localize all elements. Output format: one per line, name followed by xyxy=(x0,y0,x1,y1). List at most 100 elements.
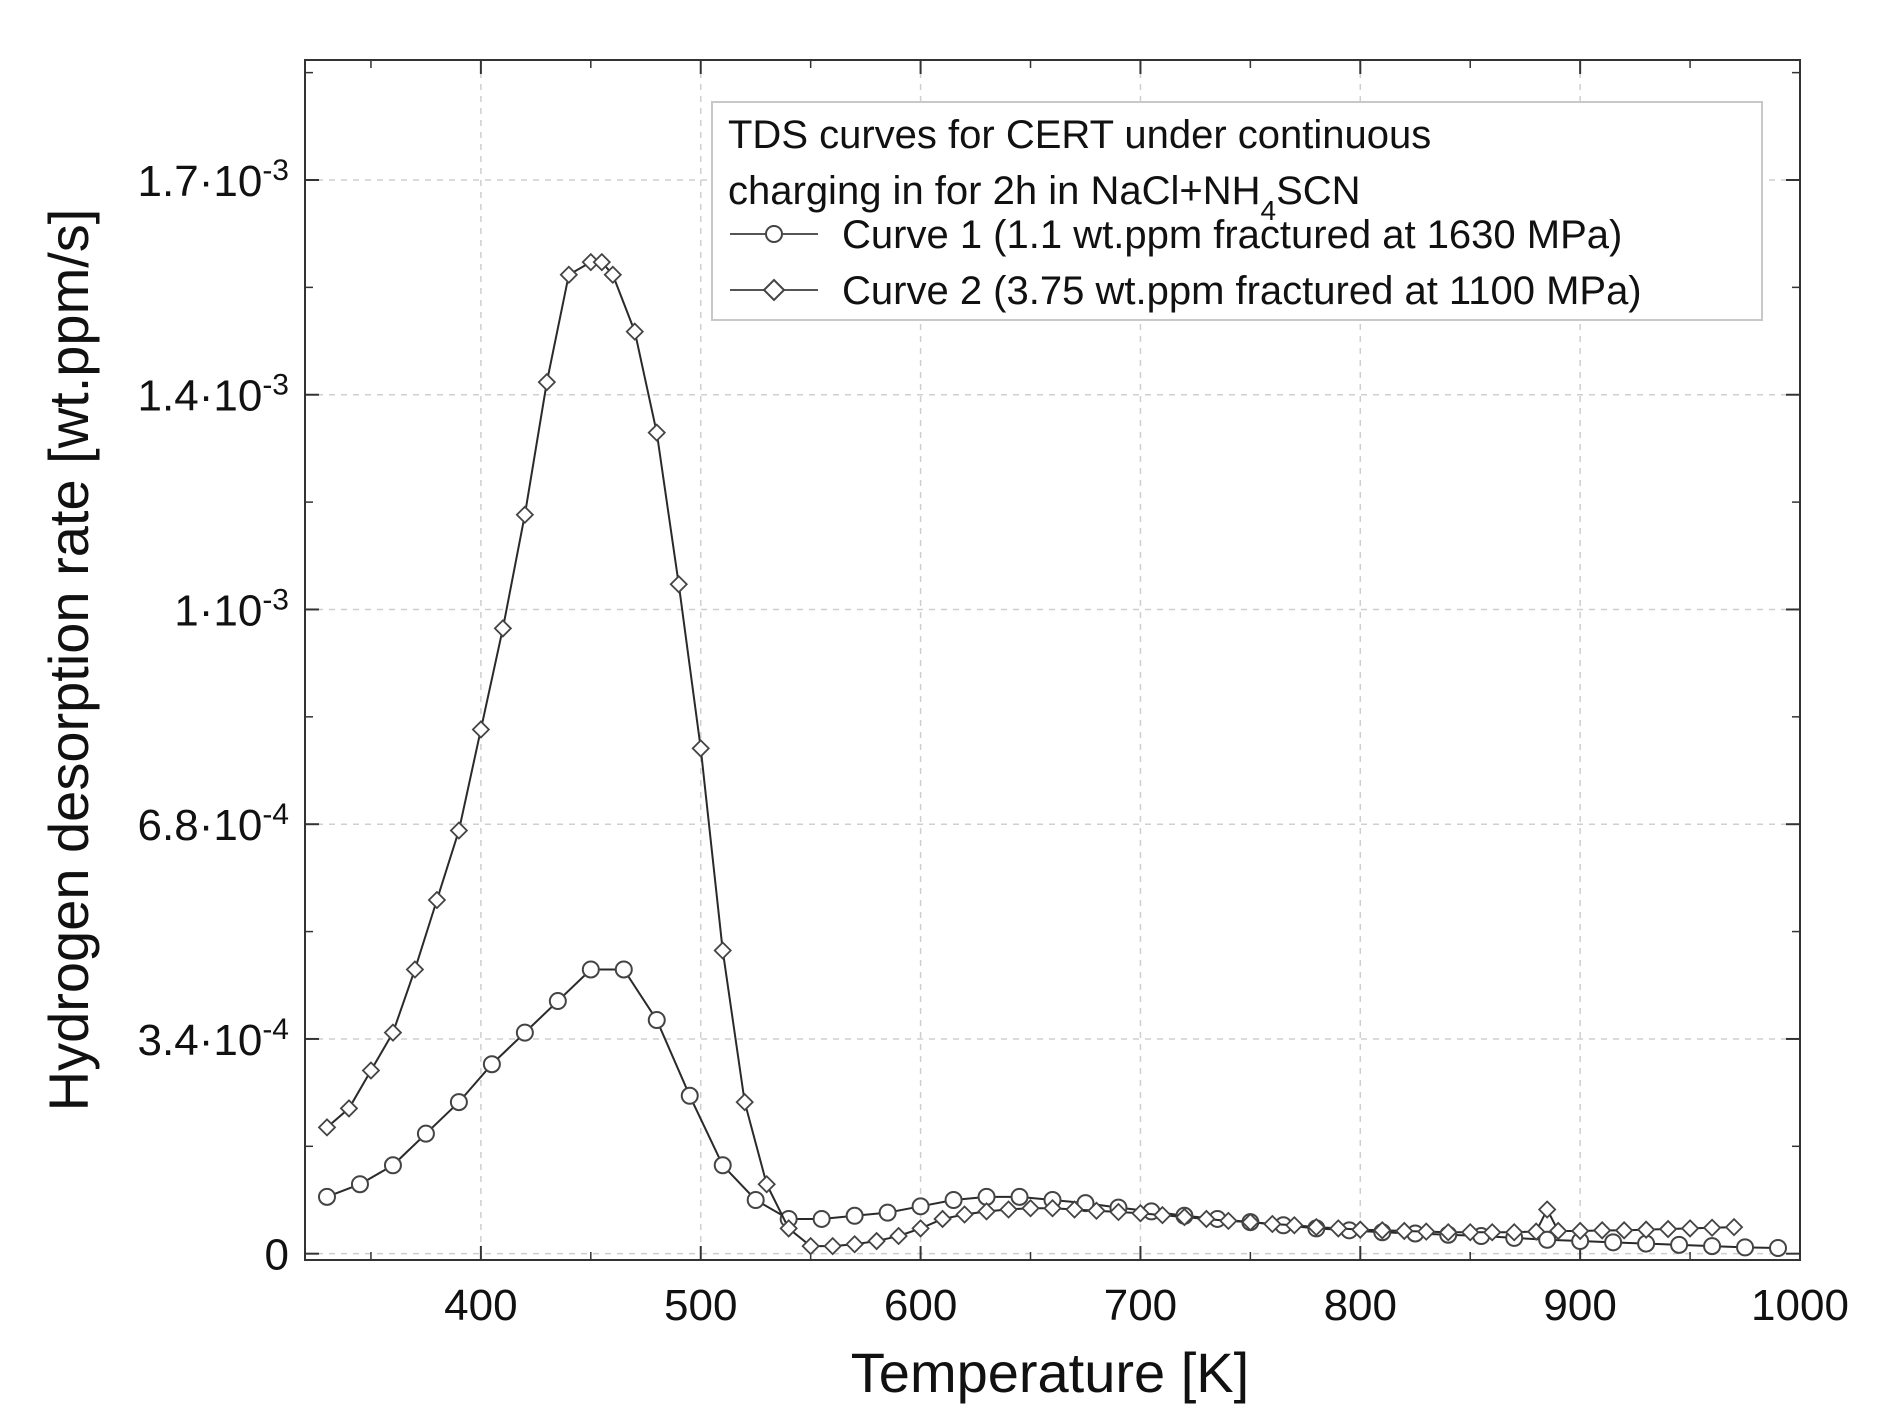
y-tick-exponent: -3 xyxy=(262,154,289,187)
y-tick-label: 1·10-3 xyxy=(174,583,289,636)
y-tick-mantissa: 1.7·10 xyxy=(138,157,263,206)
curve1-point xyxy=(548,992,567,1011)
curve2-point xyxy=(1219,1211,1238,1231)
curve2-point xyxy=(1680,1219,1700,1238)
curve2-point xyxy=(1438,1222,1458,1242)
curve2-point xyxy=(1087,1201,1106,1221)
curve1-point xyxy=(416,1124,435,1143)
curve2-point xyxy=(691,739,711,758)
legend: TDS curves for CERT under continuous cha… xyxy=(711,101,1763,321)
curve2-point xyxy=(427,890,447,910)
curve1-point xyxy=(383,1156,402,1175)
y-tick-exponent: -3 xyxy=(262,368,289,401)
curve2-point xyxy=(1065,1200,1084,1219)
curve2-point xyxy=(1153,1205,1172,1225)
curve2-point xyxy=(1636,1220,1656,1239)
x-axis-title: Temperature [K] xyxy=(851,1341,1249,1404)
curve1-point xyxy=(1736,1238,1755,1257)
curve2-point xyxy=(801,1236,820,1256)
curve1-point xyxy=(911,1197,930,1216)
x-tick-label: 1000 xyxy=(1751,1281,1849,1330)
y-tick-label: 6.8·10-4 xyxy=(138,798,289,851)
curve2-point xyxy=(592,252,612,272)
curve2-point xyxy=(1109,1202,1128,1222)
legend-curve1-marker xyxy=(765,225,783,243)
curve2-point xyxy=(361,1061,381,1080)
curve2-point xyxy=(1285,1215,1304,1235)
curve2-point xyxy=(1021,1198,1040,1218)
curve2-point xyxy=(1537,1200,1557,1219)
legend-curve1-label: Curve 1 (1.1 wt.ppm fractured at 1630 MP… xyxy=(842,213,1622,257)
curve2-point xyxy=(339,1099,359,1118)
curve1-point xyxy=(1703,1237,1722,1256)
curve1-point xyxy=(449,1093,468,1112)
curve2-point xyxy=(1504,1222,1524,1242)
legend-title-line2-suffix: SCN xyxy=(1276,169,1360,213)
curve1-point xyxy=(680,1086,699,1105)
data-series xyxy=(317,252,1788,1257)
curve1-point xyxy=(482,1055,501,1074)
curve2-point xyxy=(735,1092,754,1112)
curve2-point xyxy=(823,1236,842,1256)
x-tick-label: 900 xyxy=(1543,1281,1616,1330)
curve2-point xyxy=(889,1226,908,1246)
y-tick-exponent: -4 xyxy=(262,798,289,831)
y-axis-title: Hydrogen desorption rate [wt.ppm/s] xyxy=(37,209,100,1112)
y-tick-mantissa: 3.4·10 xyxy=(138,1016,263,1065)
y-tick-label: 1.7·10-3 xyxy=(138,154,289,207)
curve2-point xyxy=(1548,1221,1568,1241)
curve1-point xyxy=(647,1011,666,1029)
curve2-point xyxy=(955,1205,974,1224)
y-tick-mantissa: 0 xyxy=(265,1231,289,1280)
curve1-point xyxy=(1670,1235,1689,1254)
y-tick-exponent: -3 xyxy=(262,583,289,616)
curve2-point xyxy=(1351,1220,1370,1239)
curve2-point xyxy=(317,1118,337,1137)
curve2-point xyxy=(1482,1222,1502,1242)
curve2-point xyxy=(1263,1214,1282,1234)
curve2-point xyxy=(1702,1218,1722,1238)
curve2-point xyxy=(1373,1221,1392,1240)
curve2-point xyxy=(1526,1222,1546,1241)
curve2-point xyxy=(713,941,732,960)
curve1-point xyxy=(812,1209,831,1228)
curve2-point xyxy=(1658,1219,1678,1239)
curve2-point xyxy=(1241,1212,1260,1232)
curve1-point xyxy=(746,1191,765,1209)
legend-curve2-marker xyxy=(762,278,786,302)
curve2-point xyxy=(1460,1222,1480,1242)
curve1-point xyxy=(1769,1239,1788,1257)
y-tick-labels: 03.4·10-46.8·10-41·10-31.4·10-31.7·10-3 xyxy=(138,154,289,1280)
y-tick-mantissa: 1.4·10 xyxy=(138,372,263,421)
curve2-point xyxy=(1175,1207,1194,1227)
x-tick-label: 400 xyxy=(444,1281,517,1330)
curve1-point xyxy=(878,1203,897,1222)
curve2-point xyxy=(471,720,491,739)
y-tick-label: 0 xyxy=(265,1231,289,1280)
curve2-point xyxy=(625,322,645,341)
legend-title-line1: TDS curves for CERT under continuous xyxy=(728,113,1431,157)
curve2-point xyxy=(911,1219,930,1238)
curve1-point xyxy=(713,1156,732,1175)
curve2-point xyxy=(1197,1209,1216,1229)
y-tick-exponent: -4 xyxy=(262,1012,289,1045)
curve2-point xyxy=(1614,1221,1634,1240)
y-tick-mantissa: 6.8·10 xyxy=(138,801,263,850)
y-tick-mantissa: 1·10 xyxy=(174,586,262,635)
curve1-point xyxy=(1538,1230,1557,1249)
legend-title-line2-prefix: charging in for 2h in NaCl+NH xyxy=(728,169,1260,213)
curve2-point xyxy=(1724,1217,1744,1237)
legend-title-line2: charging in for 2h in NaCl+NH4SCN xyxy=(728,169,1361,226)
curve2-point xyxy=(669,574,689,594)
curve1-point xyxy=(1604,1233,1623,1252)
curve2-point xyxy=(757,1174,776,1194)
curve2-point xyxy=(1416,1222,1436,1241)
x-tick-label: 700 xyxy=(1104,1281,1177,1330)
curve2-point xyxy=(515,505,535,525)
curve2-point xyxy=(1131,1203,1150,1223)
x-tick-label: 600 xyxy=(884,1281,957,1330)
curve2-point xyxy=(405,960,425,979)
y-tick-label: 3.4·10-4 xyxy=(138,1012,289,1065)
curve1-point xyxy=(1010,1187,1029,1206)
